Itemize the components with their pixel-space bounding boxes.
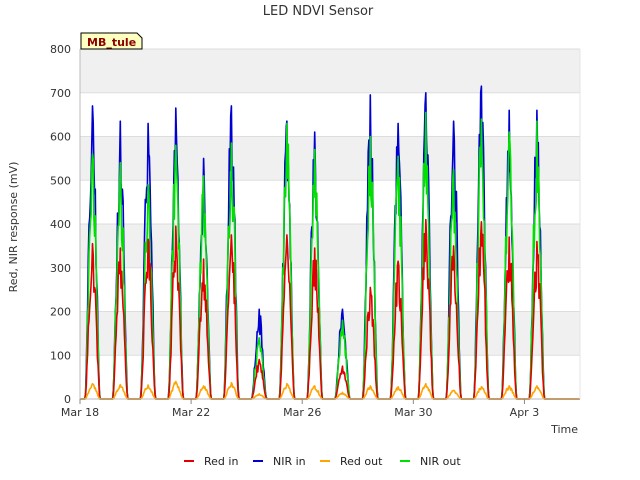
plot-band bbox=[80, 49, 580, 93]
x-tick-label: Mar 30 bbox=[394, 406, 432, 419]
y-tick-label: 300 bbox=[50, 262, 71, 275]
y-tick-labels: 0 100 200 300 400 500 600 700 800 bbox=[50, 43, 71, 406]
axes bbox=[79, 49, 581, 400]
plot-band bbox=[80, 355, 580, 399]
y-tick-label: 500 bbox=[50, 174, 71, 187]
plot-band bbox=[80, 180, 580, 224]
badge-box bbox=[80, 32, 143, 50]
legend-entry: NIR in bbox=[273, 455, 306, 468]
y-tick-label: 100 bbox=[50, 349, 71, 362]
chart-title: LED NDVI Sensor bbox=[263, 4, 374, 19]
x-tick-label: Mar 26 bbox=[283, 406, 321, 419]
y-tick-label: 700 bbox=[50, 87, 71, 100]
plot-background bbox=[80, 49, 580, 399]
plot-band bbox=[80, 267, 580, 312]
plot-band bbox=[80, 224, 580, 268]
y-axis-label: Red, NIR response (mV) bbox=[7, 162, 20, 293]
y-tick-label: 200 bbox=[50, 306, 71, 319]
site-badge: MB_tule bbox=[80, 32, 143, 50]
plot-band bbox=[80, 136, 580, 181]
x-tick-label: Apr 3 bbox=[510, 406, 540, 419]
x-tick-labels: Mar 18 Mar 22 Mar 26 Mar 30 Apr 3 bbox=[61, 399, 539, 419]
y-tick-label: 800 bbox=[50, 43, 71, 56]
legend-entry: NIR out bbox=[420, 455, 461, 468]
legend: Red in NIR in Red out NIR out bbox=[184, 455, 461, 468]
plot-band bbox=[80, 92, 580, 137]
y-tick-label: 0 bbox=[64, 393, 71, 406]
y-tick-label: 400 bbox=[50, 218, 71, 231]
legend-entry: Red out bbox=[340, 455, 383, 468]
x-axis-label: Time bbox=[550, 423, 578, 436]
x-tick-label: Mar 18 bbox=[61, 406, 99, 419]
x-tick-label: Mar 22 bbox=[172, 406, 210, 419]
badge-label: MB_tule bbox=[87, 36, 136, 49]
y-tick-label: 600 bbox=[50, 131, 71, 144]
plot-band bbox=[80, 311, 580, 356]
legend-entry: Red in bbox=[204, 455, 238, 468]
